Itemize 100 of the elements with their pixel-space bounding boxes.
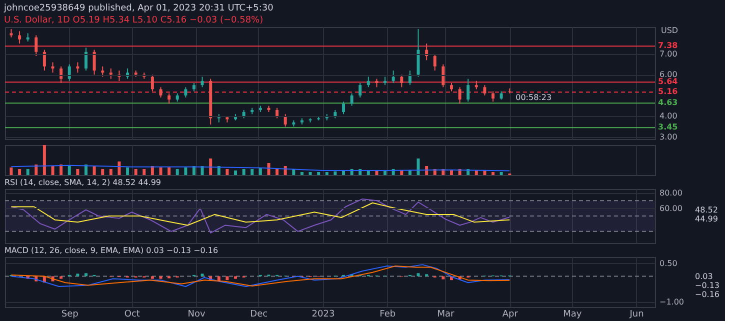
- x-tick-label: Dec: [250, 310, 268, 320]
- bar: [76, 169, 80, 175]
- ref-line-label: 4.63: [658, 98, 678, 108]
- line-series: [10, 202, 510, 226]
- chart-subtitle: U.S. Dollar, 1D O5.19 H5.34 L5.10 C5.16 −0.03 (−0.58%): [4, 16, 264, 26]
- candlestick: [492, 90, 495, 102]
- x-tick-label: Oct: [124, 310, 140, 320]
- bar: [101, 169, 104, 175]
- candlestick: [350, 92, 354, 106]
- ref-line-label: 5.16: [658, 87, 678, 96]
- y-tick-label: 3.00: [660, 132, 678, 142]
- candlestick: [466, 78, 470, 102]
- candlestick: [392, 70, 395, 84]
- text: −0.13: [695, 281, 720, 290]
- y-tick-label: 80.00: [660, 188, 682, 198]
- bar: [492, 172, 495, 175]
- bar: [84, 164, 88, 175]
- bar: [176, 169, 179, 175]
- chart-title: MACD (12, 26, close, 9, EMA, EMA) 0.03 −0.13 −0.16: [4, 246, 218, 255]
- bar: [267, 163, 270, 175]
- bar: [34, 164, 38, 175]
- candlestick: [84, 47, 88, 72]
- candlestick: [366, 76, 370, 88]
- candlestick: [68, 64, 71, 82]
- line-series: [10, 198, 510, 234]
- candlestick: [400, 74, 404, 88]
- bar: [300, 172, 304, 175]
- candlestick: [358, 82, 362, 98]
- candlestick: [408, 70, 412, 86]
- text: 48.52: [695, 206, 718, 215]
- y-tick-label: 7.00: [660, 49, 678, 58]
- y-tick-label: 60.00: [660, 204, 682, 213]
- bar: [242, 169, 246, 175]
- bar: [10, 168, 13, 175]
- bar: [226, 169, 229, 175]
- x-tick-label: Feb: [380, 310, 396, 320]
- candlestick: [458, 86, 462, 104]
- bar: [250, 169, 254, 175]
- bar: [159, 168, 162, 175]
- x-tick-label: Mar: [437, 310, 455, 320]
- bar: [51, 166, 54, 175]
- bar: [134, 169, 138, 175]
- candlestick: [150, 74, 154, 92]
- bar: [209, 158, 212, 175]
- bar: [68, 166, 71, 175]
- candlestick: [168, 92, 171, 104]
- candlestick: [42, 49, 46, 72]
- text: 0.03: [695, 272, 713, 281]
- candlestick: [483, 84, 486, 96]
- bar: [500, 172, 503, 175]
- candlestick: [60, 66, 63, 84]
- candlestick: [342, 101, 345, 115]
- bar: [234, 170, 238, 175]
- bar: [450, 170, 453, 175]
- chart-title: johncoe25938649 published, Apr 01, 2023 20:31 UTC+5:30: [3, 4, 274, 14]
- candlestick: [18, 30, 22, 44]
- candlestick: [276, 107, 279, 119]
- x-tick-label: Sep: [61, 310, 79, 320]
- ref-line-label: 5.64: [658, 77, 678, 86]
- y-tick-label: −1.00: [660, 297, 684, 306]
- bar: [118, 162, 121, 175]
- ref-line-label: 3.45: [658, 122, 678, 132]
- bar: [60, 164, 63, 175]
- bar: [126, 168, 130, 175]
- bar: [26, 169, 30, 175]
- candlestick: [34, 34, 38, 57]
- bar: [142, 169, 146, 175]
- bar: [18, 169, 22, 175]
- candlestick: [92, 49, 96, 76]
- candlestick: [200, 76, 204, 88]
- candlestick: [433, 53, 436, 72]
- bar: [276, 169, 279, 175]
- candlestick: [51, 62, 54, 74]
- y-tick-label: 0.50: [660, 258, 678, 268]
- y-tick-label: 4.00: [660, 112, 678, 121]
- x-tick-label: Nov: [188, 310, 206, 320]
- x-tick-label: Jun: [628, 310, 644, 320]
- y-axis-title: USD: [661, 26, 678, 35]
- bar: [317, 172, 320, 175]
- bar: [325, 172, 328, 175]
- y-tick-label: 6.00: [660, 70, 678, 80]
- bar: [42, 145, 46, 175]
- text: −0.16: [695, 290, 720, 299]
- bar: [334, 171, 337, 175]
- bar: [168, 168, 171, 175]
- candlestick: [284, 114, 287, 128]
- chart-title: RSI (14, close, SMA, 14, 2) 48.52 44.99: [4, 178, 162, 187]
- candlestick: [159, 86, 162, 98]
- candlestick: [101, 66, 104, 78]
- x-tick-label: May: [563, 310, 582, 320]
- x-tick-label: 2023: [312, 310, 335, 320]
- candlestick: [76, 62, 80, 74]
- bar: [92, 166, 96, 175]
- text: 44.99: [695, 214, 718, 224]
- candlestick: [109, 68, 112, 80]
- ref-line-label: 7.38: [658, 41, 678, 50]
- annotation: 00:58:23: [516, 93, 552, 102]
- candlestick: [184, 86, 188, 98]
- x-tick-label: Apr: [502, 310, 518, 320]
- bar: [308, 172, 312, 175]
